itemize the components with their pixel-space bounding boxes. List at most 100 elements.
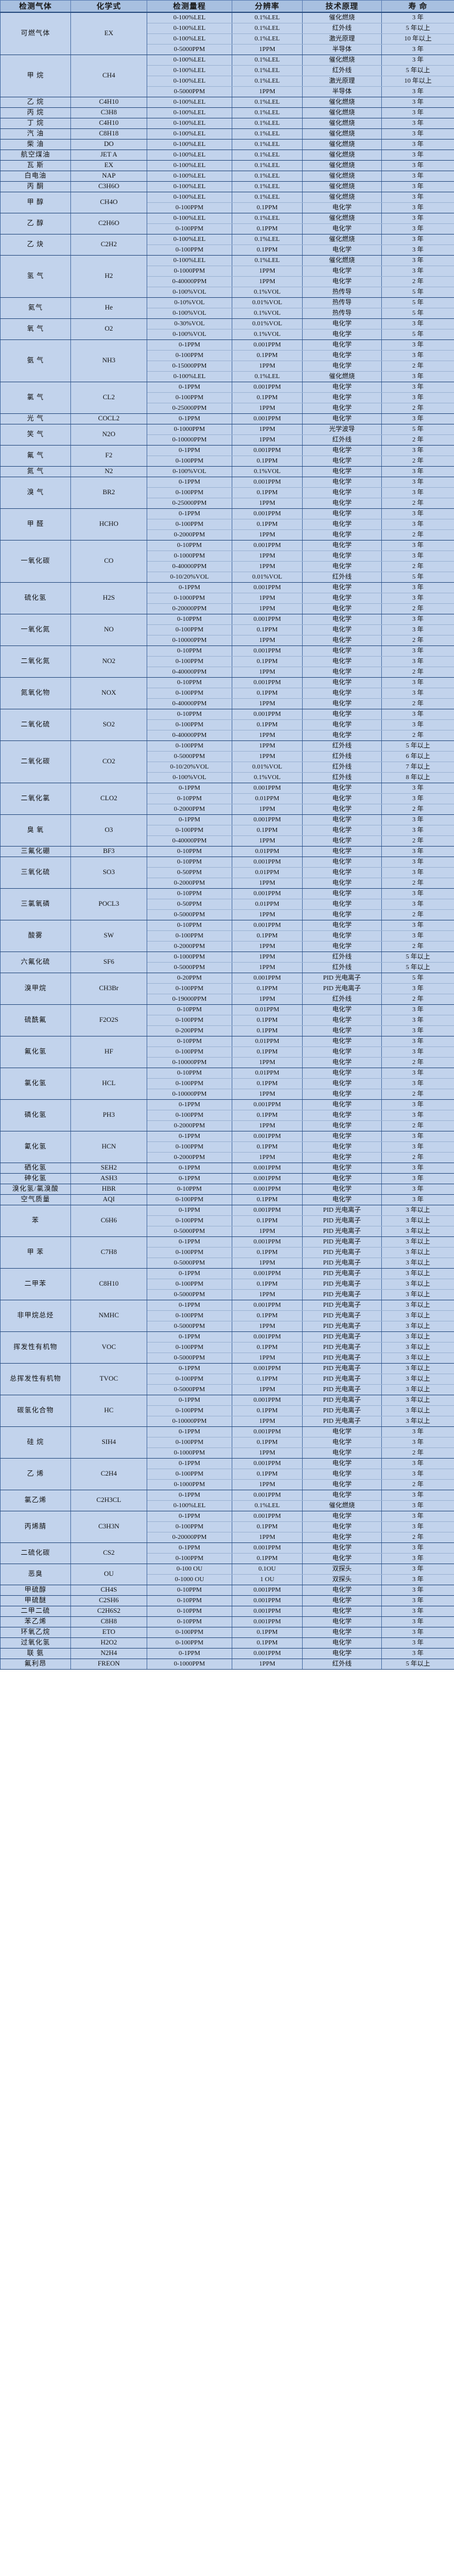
resolution-cell: 1PPM	[232, 424, 303, 435]
principle-cell: PID 光电离子	[302, 1279, 382, 1290]
gas-name-cell: 白电油	[0, 171, 71, 182]
chemical-formula-cell: HC	[70, 1395, 147, 1427]
table-row: 0-100PPM 0.1PPM 电化学 3 年	[1, 1469, 454, 1480]
resolution-cell: 0.001PPM	[232, 339, 303, 351]
resolution-cell: 0.001PPM	[232, 1099, 303, 1110]
table-row: 0-10000PPM 1PPM 电化学 2 年	[1, 1057, 454, 1068]
principle-cell: PID 光电离子	[302, 1384, 382, 1395]
resolution-cell: 0.1%LEL	[232, 23, 303, 34]
gas-name-cell: 空气质量	[0, 1194, 71, 1205]
principle-cell: 催化燃烧	[302, 171, 382, 182]
detection-range-cell: 0-100%LEL	[147, 181, 232, 192]
resolution-cell: 0.1PPM	[232, 1342, 303, 1353]
principle-cell: PID 光电离子	[302, 1352, 382, 1364]
principle-cell: 电化学	[302, 1606, 382, 1617]
chemical-formula-cell: SO3	[70, 857, 147, 889]
lifespan-cell: 3 年	[381, 244, 454, 256]
lifespan-cell: 3 年	[381, 371, 454, 382]
table-row: 硫化氢 H2S 0-1PPM 0.001PPM 电化学 3 年	[0, 582, 454, 614]
chemical-formula-cell: NMHC	[70, 1300, 147, 1332]
principle-cell: 电化学	[302, 1521, 382, 1532]
detection-range-cell: 0-100%LEL	[147, 128, 232, 140]
lifespan-cell: 3 年	[381, 645, 454, 657]
column-header-gas: 检测气体	[0, 0, 71, 13]
detection-range-cell: 0-100%VOL	[147, 287, 232, 298]
lifespan-cell: 5 年	[381, 297, 454, 308]
lifespan-cell: 3 年	[381, 888, 454, 899]
detection-range-cell: 0-100%LEL	[147, 234, 232, 245]
table-body: 可燃气体 EX 0-100%LEL 0.1%LEL 催化燃烧 3 年 0-100%LEL 0.…	[0, 12, 454, 1670]
principle-cell: 红外线	[302, 994, 382, 1005]
chemical-formula-cell: CS2	[70, 1542, 147, 1564]
principle-cell: 催化燃烧	[302, 192, 382, 203]
gas-name-cell: 光 气	[0, 413, 71, 424]
chemical-formula-cell: H2S	[70, 582, 147, 614]
gas-name-cell: 二氧化碳	[0, 740, 71, 783]
table-row: 0-100PPM 0.1PPM 电化学 3 年	[1, 1437, 454, 1448]
lifespan-cell: 3 年	[381, 181, 454, 192]
detection-range-cell: 0-1PPM	[147, 1331, 232, 1343]
lifespan-cell: 3 年	[381, 1574, 454, 1585]
principle-cell: 电化学	[302, 1152, 382, 1163]
resolution-cell: 0.1PPM	[232, 392, 303, 403]
detection-range-cell: 0-10PPM	[147, 614, 232, 625]
resolution-cell: 0.001PPM	[232, 783, 303, 794]
lifespan-cell: 5 年	[381, 329, 454, 340]
gas-name-cell: 氯化氢	[0, 1068, 71, 1100]
resolution-cell: 1PPM	[232, 667, 303, 678]
lifespan-cell: 3 年	[381, 920, 454, 931]
detection-range-cell: 0-10000PPM	[147, 1416, 232, 1427]
principle-cell: 电化学	[302, 508, 382, 519]
chemical-formula-cell: CH4S	[70, 1585, 147, 1596]
resolution-cell: 0.1%LEL	[232, 65, 303, 76]
detection-range-cell: 0-100PPM	[147, 392, 232, 403]
gas-name-cell: 甲 烷	[0, 55, 71, 97]
resolution-cell: 0.001PPM	[232, 1163, 303, 1174]
gas-name-cell: 硅 烷	[0, 1426, 71, 1459]
chemical-formula-cell: CH4O	[70, 192, 147, 213]
table-row: 0-100PPM 0.1PPM 电化学 3 年	[1, 930, 454, 942]
resolution-cell: 0.001PPM	[232, 413, 303, 424]
principle-cell: 光学波导	[302, 424, 382, 435]
principle-cell: PID 光电离子	[302, 1289, 382, 1300]
detection-range-cell: 0-20PPM	[147, 973, 232, 984]
detection-range-cell: 0-1PPM	[147, 1395, 232, 1406]
lifespan-cell: 3 年	[381, 1521, 454, 1532]
principle-cell: 电化学	[302, 456, 382, 467]
table-row: 瓦 斯 EX 0-100%LEL 0.1%LEL 催化燃烧 3 年	[0, 160, 454, 171]
resolution-cell: 0.1%LEL	[232, 255, 303, 266]
resolution-cell: 0.1PPM	[232, 1141, 303, 1153]
principle-cell: 催化燃烧	[302, 149, 382, 161]
table-row: 0-5000PPM 1PPM 红外线 5 年以上	[1, 962, 454, 973]
table-row: 0-100PPM 0.1PPM 电化学 3 年	[1, 1110, 454, 1121]
resolution-cell: 1PPM	[232, 529, 303, 541]
chemical-formula-cell: ETO	[70, 1627, 147, 1638]
table-row: 0-100PPM 0.1PPM PID 光电离子 3 年以上	[1, 1247, 454, 1258]
table-row: 三氟化硼 BF3 0-10PPM 0.01PPM 电化学 3 年	[0, 846, 454, 857]
lifespan-cell: 3 年以上	[381, 1205, 454, 1216]
resolution-cell: 0.001PPM	[232, 540, 303, 551]
detection-range-cell: 0-100PPM	[147, 456, 232, 467]
gas-name-cell: 三氟化硼	[0, 846, 71, 857]
chemical-formula-cell: C8H8	[70, 1616, 147, 1627]
principle-cell: 电化学	[302, 318, 382, 329]
gas-name-cell: 氯乙烯	[0, 1490, 71, 1511]
chemical-formula-cell: N2O	[70, 424, 147, 446]
resolution-cell: 0.001PPM	[232, 888, 303, 899]
lifespan-cell: 3 年	[381, 234, 454, 245]
table-row: 0-40000PPM 1PPM 电化学 2 年	[1, 835, 454, 847]
detection-range-cell: 0-40000PPM	[147, 835, 232, 847]
chemical-formula-cell: He	[70, 297, 147, 319]
detection-range-cell: 0-100%LEL	[147, 107, 232, 118]
principle-cell: PID 光电离子	[302, 1342, 382, 1353]
principle-cell: 电化学	[302, 561, 382, 572]
table-row: 0-1000PPM 1PPM 电化学 3 年	[1, 266, 454, 277]
resolution-cell: 0.001PPM	[232, 445, 303, 456]
resolution-cell: 1PPM	[232, 86, 303, 97]
lifespan-cell: 3 年	[381, 1585, 454, 1596]
table-row: 0-100PPM 0.1PPM PID 光电离子 3 年	[1, 983, 454, 994]
principle-cell: 催化燃烧	[302, 1500, 382, 1511]
resolution-cell: 0.1PPM	[232, 1279, 303, 1290]
header-row: 检测气体 化学式 检测量程 分辨率 技术原理 寿 命	[0, 0, 454, 13]
chemical-formula-cell: C8H18	[70, 128, 147, 140]
